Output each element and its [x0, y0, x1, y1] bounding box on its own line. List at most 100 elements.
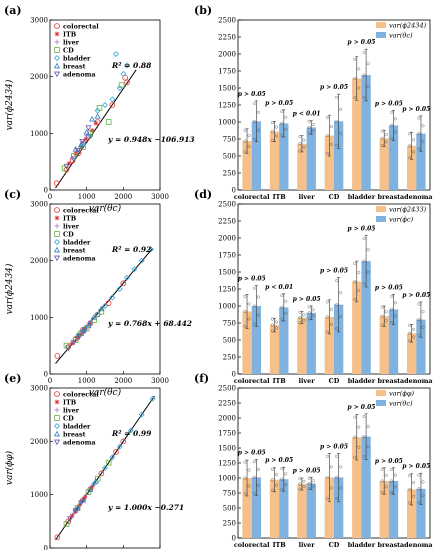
marker-itb: [54, 399, 60, 405]
marker-itb: [82, 494, 88, 500]
sample-dot: [408, 474, 412, 478]
bar: [388, 125, 399, 190]
sample-dot: [311, 484, 315, 488]
legend-entry: var(θc): [389, 400, 413, 408]
bar: [306, 312, 316, 374]
sample-dot: [390, 321, 394, 325]
y-tick-label: 1250: [218, 101, 236, 109]
bar: [297, 484, 307, 538]
sample-dot: [366, 270, 370, 274]
marker-itb: [89, 128, 95, 133]
sample-dot: [252, 101, 256, 105]
sample-dot: [307, 305, 311, 309]
y-tick-label: 1000: [218, 474, 236, 482]
sample-dot: [408, 132, 412, 136]
sample-dot: [421, 139, 425, 143]
y-tick-label: 750: [223, 319, 236, 327]
sample-dot: [280, 133, 284, 137]
legend-entry: var(θc): [389, 32, 413, 40]
sample-dot: [247, 317, 251, 321]
marker-cd: [54, 231, 60, 237]
y-tick-label: 2000: [30, 257, 48, 265]
marker-colorectal: [113, 449, 119, 455]
sample-dot: [243, 139, 247, 143]
sample-dot: [274, 134, 278, 138]
bar: [352, 78, 362, 190]
sample-dot: [408, 501, 412, 505]
marker-itb: [87, 321, 93, 327]
sample-dot: [357, 288, 361, 292]
bar: [251, 306, 262, 374]
sample-dot: [302, 145, 306, 149]
sample-dot: [417, 302, 421, 306]
category-label: liver: [299, 541, 316, 549]
sample-dot: [298, 321, 302, 325]
category-label: colorectal: [234, 541, 270, 549]
category-label: adenoma: [400, 377, 433, 385]
x-tick-label: 3000: [151, 377, 169, 385]
y-tick-label: 0: [232, 370, 236, 378]
y-tick-label: 1000: [30, 491, 48, 499]
category-label: adenoma: [400, 193, 433, 201]
sample-dot: [366, 62, 370, 66]
marker-adenoma: [79, 138, 86, 145]
sample-dot: [335, 279, 339, 283]
sample-dot: [298, 487, 302, 491]
plot-frame: [49, 387, 161, 549]
y-tick-label: 750: [223, 489, 236, 497]
p-value-label: p > 0.05: [402, 292, 430, 299]
sample-dot: [270, 121, 274, 125]
p-value-label: p > 0.05: [320, 267, 348, 274]
sample-dot: [280, 109, 284, 113]
fit-equation-annotation: y = 0.948x −106.913: [107, 135, 195, 144]
legend-entry: breast: [63, 62, 86, 70]
sample-dot: [380, 479, 384, 483]
sample-dot: [353, 455, 357, 459]
sample-dot: [335, 327, 339, 331]
sample-dot: [325, 475, 329, 479]
marker-bladder: [147, 246, 154, 253]
x-axis-label: var(θc): [89, 203, 122, 214]
sample-dot: [421, 310, 425, 314]
marker-itb: [54, 31, 60, 37]
y-tick-label: 1500: [218, 268, 236, 276]
marker-breast: [90, 314, 98, 320]
marker-colorectal: [120, 438, 127, 445]
p-value-label: p > 0.05: [238, 91, 266, 98]
panel-label: (d): [194, 188, 212, 201]
marker-bladder: [116, 286, 123, 292]
y-tick-label: 2000: [30, 73, 48, 81]
marker-colorectal: [54, 23, 60, 29]
sample-dot: [394, 473, 398, 477]
panel-label: (b): [194, 4, 212, 17]
legend-entry: var(ϕφ): [389, 390, 414, 398]
bar-panel-5: (f) 0 250 500 750 1000 1250 1500 1750 2000 2250 250…: [194, 372, 433, 549]
sample-dot: [298, 142, 302, 146]
y-tick-label: 500: [223, 504, 236, 512]
category-label: CD: [329, 377, 340, 385]
marker-bladder: [54, 239, 60, 245]
sample-dot: [302, 138, 306, 142]
y-tick-label: 2000: [218, 50, 236, 58]
sample-dot: [417, 501, 421, 505]
sample-dot: [421, 480, 425, 484]
bar: [279, 479, 289, 538]
p-value-label: p > 0.05: [375, 100, 403, 107]
sample-dot: [298, 316, 302, 320]
y-axis-label: var(ϕ2434): [4, 79, 15, 130]
marker-bladder: [116, 443, 123, 450]
bar: [269, 479, 280, 538]
legend-swatch: [376, 390, 386, 396]
p-value-label: p > 0.05: [238, 449, 266, 456]
plot-frame: [49, 203, 161, 375]
legend-entry: CD: [63, 414, 74, 422]
marker-bladder: [109, 96, 116, 103]
sample-dot: [384, 140, 388, 144]
y-tick-label: 250: [223, 169, 236, 177]
bar: [269, 131, 280, 190]
category-label: bladder: [348, 377, 376, 385]
r-squared-annotation: R² = 0.99: [111, 429, 152, 438]
sample-dot: [380, 144, 384, 148]
bar: [306, 483, 316, 538]
y-tick-label: 2000: [218, 414, 236, 422]
